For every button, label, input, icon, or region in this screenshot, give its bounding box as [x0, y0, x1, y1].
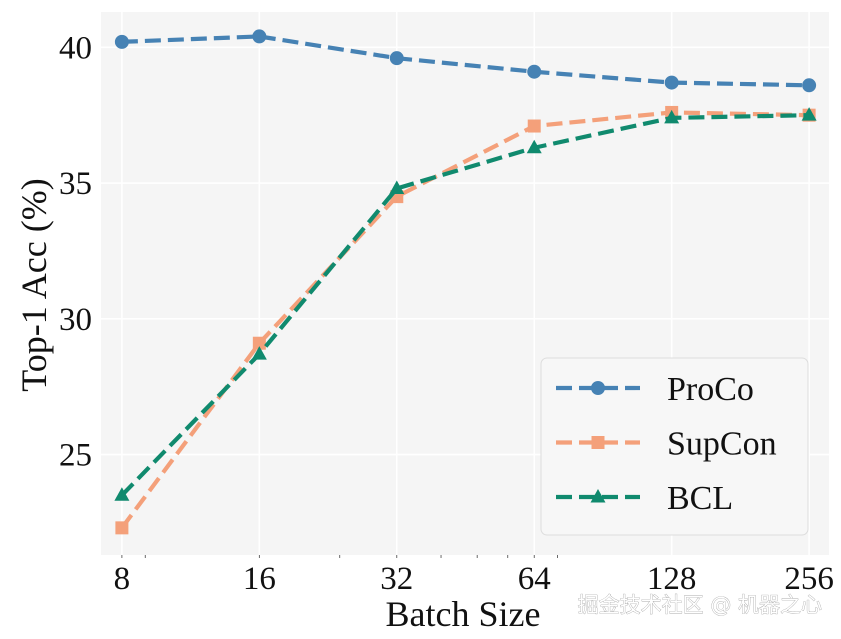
- legend: ProCo SupCon BCL: [540, 357, 809, 536]
- series-proco: [114, 29, 817, 93]
- legend-label: SupCon: [667, 426, 777, 463]
- data-point: [526, 139, 542, 154]
- legend-item-proco: ProCo: [556, 371, 754, 408]
- data-point: [527, 119, 541, 133]
- data-point: [251, 346, 267, 360]
- legend-box: [540, 357, 809, 536]
- data-point: [664, 75, 679, 90]
- data-point: [114, 34, 129, 49]
- data-point: [252, 29, 267, 44]
- y-tick-label: 35: [59, 166, 92, 202]
- series-bcl: [114, 107, 817, 501]
- x-tick-label: 8: [114, 561, 131, 597]
- data-point: [591, 436, 605, 449]
- data-point: [114, 487, 130, 501]
- x-tick-label: 32: [380, 561, 413, 597]
- legend-item-bcl: BCL: [556, 480, 733, 517]
- data-point: [664, 109, 680, 124]
- x-axis-label: Batch Size: [386, 594, 541, 634]
- x-tick-label: 16: [243, 561, 276, 597]
- data-point: [389, 180, 405, 194]
- data-point: [252, 336, 266, 350]
- y-tick-label: 30: [59, 302, 92, 338]
- data-point: [801, 107, 817, 121]
- legend-label: BCL: [667, 480, 733, 517]
- data-point: [527, 64, 542, 79]
- data-point: [802, 78, 817, 93]
- data-point: [115, 521, 129, 535]
- watermark: 掘金技术社区 @ 机器之心: [578, 593, 822, 617]
- data-point: [590, 489, 606, 503]
- x-tick-label: 256: [784, 561, 834, 597]
- y-tick-label: 40: [59, 30, 92, 66]
- minor-ticks: [121, 555, 558, 558]
- data-point: [591, 381, 605, 395]
- y-tick-label: 25: [59, 438, 92, 474]
- x-tick-label: 128: [647, 561, 697, 597]
- series-layer: [114, 29, 817, 535]
- x-tick-label: 64: [518, 561, 551, 597]
- series-line: [120, 110, 810, 530]
- legend-item-supcon: SupCon: [556, 426, 777, 463]
- series-line: [121, 34, 810, 88]
- data-point: [389, 51, 404, 66]
- y-axis-label: Top-1 Acc (%): [14, 178, 54, 391]
- legend-label: ProCo: [667, 371, 754, 408]
- tick-labels: 8 16 32 64 128 256 25 30 35 40: [59, 30, 834, 597]
- series-line: [120, 113, 810, 497]
